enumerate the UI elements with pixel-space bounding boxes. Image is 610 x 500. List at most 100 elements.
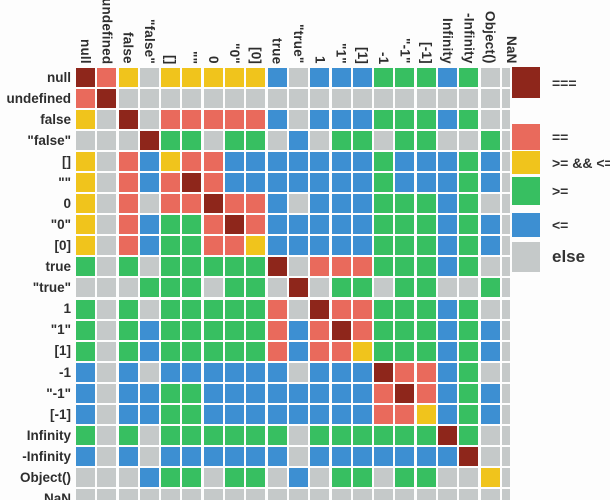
- matrix-cell: [310, 173, 330, 193]
- matrix-cell: [310, 257, 330, 277]
- matrix-cell: [310, 446, 330, 466]
- matrix-cell: [246, 110, 266, 130]
- matrix-cell: [416, 362, 436, 382]
- matrix-cell: [395, 404, 415, 424]
- matrix-cell: [118, 299, 138, 319]
- matrix-cell: [203, 488, 223, 500]
- matrix-cell: [374, 215, 394, 235]
- matrix-cell: [267, 89, 287, 109]
- matrix-cell: [203, 173, 223, 193]
- row-header-3: "false": [27, 132, 71, 148]
- legend-item-1: ==: [512, 124, 568, 150]
- matrix-cell: [161, 89, 181, 109]
- col-header-9: true: [266, 0, 288, 64]
- matrix-cell: [374, 278, 394, 298]
- matrix-cell: [182, 278, 202, 298]
- matrix-cell: [395, 110, 415, 130]
- col-header-6: 0: [202, 0, 224, 64]
- matrix-cell: [246, 236, 266, 256]
- matrix-cell: [161, 68, 181, 87]
- matrix-cell: [480, 215, 500, 235]
- matrix-cell: [501, 110, 510, 130]
- matrix-cell: [97, 257, 117, 277]
- matrix-cell: [501, 278, 510, 298]
- matrix-cell: [97, 236, 117, 256]
- matrix-cell: [438, 257, 458, 277]
- matrix-cell: [352, 383, 372, 403]
- matrix-cell: [203, 215, 223, 235]
- matrix-cell: [97, 467, 117, 487]
- row-header-8: [0]: [54, 238, 72, 254]
- matrix-cell: [267, 383, 287, 403]
- matrix-cell: [76, 341, 95, 361]
- matrix-cell: [331, 89, 351, 109]
- row-header-10: "true": [32, 280, 71, 296]
- matrix-cell: [267, 488, 287, 500]
- matrix-cell: [203, 278, 223, 298]
- matrix-cell: [416, 68, 436, 87]
- matrix-cell: [267, 110, 287, 130]
- matrix-cell: [480, 89, 500, 109]
- matrix-cell: [288, 383, 308, 403]
- matrix-cell: [97, 173, 117, 193]
- matrix-cell: [416, 110, 436, 130]
- matrix-cell: [267, 299, 287, 319]
- row-header-20: NaN: [43, 490, 71, 500]
- matrix-cell: [139, 173, 159, 193]
- matrix-cell: [267, 425, 287, 445]
- matrix-cell: [97, 278, 117, 298]
- matrix-cell: [97, 215, 117, 235]
- col-header-label: 1: [312, 56, 328, 64]
- matrix-cell: [331, 278, 351, 298]
- col-header-11: 1: [309, 0, 331, 64]
- matrix-cell: [459, 257, 479, 277]
- matrix-cell: [118, 488, 138, 500]
- matrix-cell: [416, 299, 436, 319]
- row-header-9: true: [45, 259, 71, 275]
- matrix-cell: [97, 362, 117, 382]
- matrix-cell: [352, 68, 372, 87]
- matrix-cell: [374, 446, 394, 466]
- matrix-cell: [331, 236, 351, 256]
- row-header-11: 1: [63, 301, 71, 317]
- matrix-cell: [97, 152, 117, 172]
- matrix-cell: [438, 236, 458, 256]
- matrix-cell: [352, 320, 372, 340]
- legend-label: >=: [552, 183, 569, 199]
- matrix-cell: [182, 299, 202, 319]
- matrix-cell: [352, 299, 372, 319]
- matrix-cell: [459, 299, 479, 319]
- matrix-cell: [139, 215, 159, 235]
- row-header-14: -1: [58, 364, 71, 380]
- matrix-cell: [139, 467, 159, 487]
- col-header-19: Object(): [479, 0, 501, 64]
- matrix-cell: [310, 341, 330, 361]
- matrix-cell: [352, 278, 372, 298]
- matrix-cell: [182, 110, 202, 130]
- col-header-4: []: [160, 0, 182, 64]
- matrix-cell: [246, 89, 266, 109]
- matrix-cell: [203, 68, 223, 87]
- matrix-cell: [246, 446, 266, 466]
- matrix-cell: [395, 320, 415, 340]
- matrix-cell: [76, 383, 95, 403]
- matrix-cell: [310, 278, 330, 298]
- matrix-cell: [161, 425, 181, 445]
- comparison-matrix: [76, 68, 510, 500]
- matrix-cell: [97, 383, 117, 403]
- legend-item-4: <=: [512, 213, 568, 237]
- col-header-label: true: [269, 37, 285, 64]
- col-header-3: "false": [138, 0, 160, 64]
- matrix-cell: [374, 68, 394, 87]
- matrix-cell: [97, 425, 117, 445]
- row-header-18: -Infinity: [22, 448, 71, 464]
- matrix-cell: [182, 404, 202, 424]
- matrix-cell: [118, 278, 138, 298]
- matrix-cell: [352, 467, 372, 487]
- legend-label: <=: [552, 217, 569, 233]
- matrix-cell: [267, 404, 287, 424]
- matrix-cell: [161, 404, 181, 424]
- matrix-cell: [331, 425, 351, 445]
- matrix-cell: [161, 341, 181, 361]
- matrix-cell: [161, 215, 181, 235]
